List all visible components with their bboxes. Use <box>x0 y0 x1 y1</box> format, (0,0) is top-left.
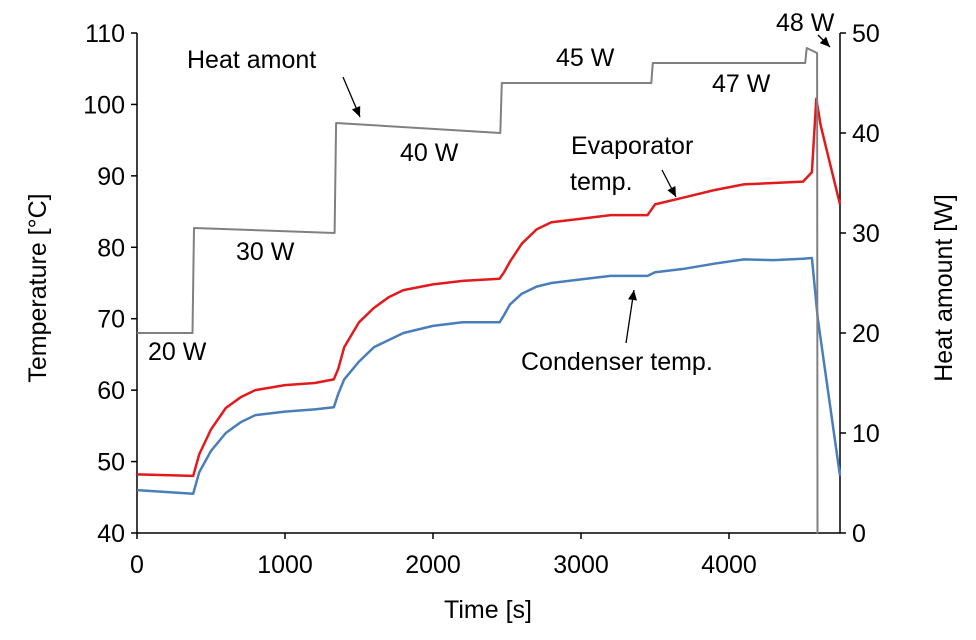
annotation-condenser: Condenser temp. <box>521 348 713 376</box>
annotation-evaporator-temp: temp. <box>570 168 633 196</box>
annotation-30w: 30 W <box>236 238 295 266</box>
series-layer <box>136 47 842 534</box>
x-tick-label: 1000 <box>257 551 313 579</box>
evaporator-temp-line <box>136 97 842 478</box>
y-left-tick-label: 110 <box>85 20 125 48</box>
y-right-tick-label: 40 <box>852 120 880 148</box>
heat-amount-line <box>137 47 819 534</box>
annotation-20w: 20 W <box>148 338 207 366</box>
heat-amount-arrow-head <box>351 106 361 117</box>
y-left-tick-label: 40 <box>97 520 125 548</box>
y-left-tick-label: 80 <box>97 234 125 262</box>
annotation-arrows <box>342 34 831 344</box>
x-tick-label: 0 <box>130 551 144 579</box>
y-right-tick-label: 0 <box>852 520 866 548</box>
annotation-47w: 47 W <box>712 70 771 98</box>
condenser-temp-line <box>136 256 842 495</box>
y-left-tick-label: 70 <box>97 306 125 334</box>
y-right-tick-label: 30 <box>852 220 880 248</box>
x-tick-label: 4000 <box>701 551 757 579</box>
tick-labels: 0 1000 2000 3000 4000 40 50 60 70 80 90 100 110 0 10 20… <box>83 20 880 579</box>
tick-marks <box>131 32 846 539</box>
annotation-heat-amont: Heat amont <box>187 46 316 74</box>
y-left-tick-label: 60 <box>97 377 125 405</box>
y-axis-title-right: Heat amount [W] <box>930 194 958 382</box>
x-tick-label: 2000 <box>405 551 461 579</box>
y-left-tick-label: 90 <box>97 163 125 191</box>
annotation-evaporator: Evaporator <box>571 132 693 160</box>
y-right-tick-label: 20 <box>852 320 880 348</box>
x-axis-title: Time [s] <box>444 596 532 624</box>
condenser-arrow-head <box>628 290 637 301</box>
w48-arrow-head <box>819 36 830 47</box>
annotation-48w: 48 W <box>776 9 835 37</box>
x-tick-label: 3000 <box>553 551 609 579</box>
y-left-tick-label: 100 <box>83 91 125 119</box>
y-left-tick-label: 50 <box>97 449 125 477</box>
y-axis-title-left: Temperature [°C] <box>24 193 52 382</box>
annotation-45w: 45 W <box>556 44 615 72</box>
y-right-tick-label: 50 <box>852 20 880 48</box>
evaporator-arrow-head <box>667 186 676 197</box>
y-right-tick-label: 10 <box>852 420 880 448</box>
annotation-40w: 40 W <box>400 139 459 167</box>
